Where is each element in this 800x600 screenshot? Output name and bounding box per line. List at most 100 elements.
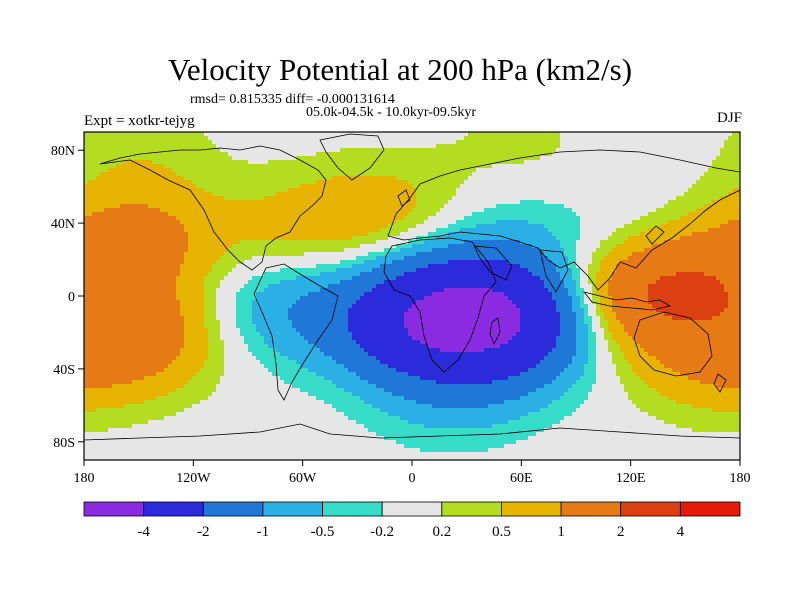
field-cell (552, 144, 557, 149)
field-cell (544, 176, 549, 181)
field-cell (472, 168, 477, 173)
field-cell (288, 132, 293, 137)
field-cell (296, 244, 301, 249)
field-cell (512, 184, 517, 189)
field-cell (288, 156, 293, 161)
field-cell (612, 140, 617, 145)
field-cell (116, 164, 121, 169)
field-cell (400, 184, 405, 189)
field-cell (168, 232, 173, 237)
field-cell (496, 156, 501, 161)
field-cell (232, 236, 237, 241)
field-cell (276, 196, 281, 201)
field-cell (324, 212, 329, 217)
field-cell (188, 184, 193, 189)
field-cell (704, 192, 709, 197)
field-cell (648, 200, 653, 205)
field-cell (712, 192, 717, 197)
field-cell (368, 196, 373, 201)
field-cell (292, 152, 297, 157)
field-cell (696, 220, 701, 225)
field-cell (144, 212, 149, 217)
field-cell (436, 144, 441, 149)
field-cell (388, 144, 393, 149)
field-cell (620, 192, 625, 197)
field-cell (728, 156, 733, 161)
field-cell (192, 136, 197, 141)
field-cell (564, 208, 569, 213)
field-cell (664, 192, 669, 197)
field-cell (96, 152, 101, 157)
field-cell (464, 188, 469, 193)
field-cell (716, 188, 721, 193)
field-cell (732, 192, 737, 197)
field-cell (204, 132, 209, 137)
field-cell (256, 172, 261, 177)
field-cell (480, 152, 485, 157)
field-cell (692, 164, 697, 169)
field-cell (112, 204, 117, 209)
field-cell (332, 224, 337, 229)
field-cell (376, 248, 381, 253)
field-cell (676, 236, 681, 241)
field-cell (732, 172, 737, 177)
field-cell (168, 236, 173, 241)
field-cell (668, 160, 673, 165)
field-cell (88, 252, 93, 257)
field-cell (260, 172, 265, 177)
field-cell (508, 248, 513, 253)
field-cell (172, 144, 177, 149)
field-cell (436, 232, 441, 237)
field-cell (448, 224, 453, 229)
field-cell (96, 200, 101, 205)
field-cell (324, 132, 329, 137)
field-cell (164, 180, 169, 185)
field-cell (284, 240, 289, 245)
field-cell (196, 136, 201, 141)
field-cell (640, 156, 645, 161)
field-cell (256, 252, 261, 257)
field-cell (388, 168, 393, 173)
field-cell (436, 236, 441, 241)
field-cell (672, 152, 677, 157)
field-cell (100, 204, 105, 209)
field-cell (676, 204, 681, 209)
field-cell (508, 236, 513, 241)
field-cell (248, 148, 253, 153)
field-cell (612, 152, 617, 157)
field-cell (700, 164, 705, 169)
field-cell (300, 252, 305, 257)
field-cell (696, 188, 701, 193)
field-cell (452, 164, 457, 169)
field-cell (708, 204, 713, 209)
field-cell (356, 232, 361, 237)
field-cell (508, 180, 513, 185)
field-cell (272, 132, 277, 137)
field-cell (252, 228, 257, 233)
field-cell (708, 196, 713, 201)
field-cell (284, 152, 289, 157)
field-cell (384, 192, 389, 197)
field-cell (108, 212, 113, 217)
field-cell (696, 224, 701, 229)
field-cell (540, 152, 545, 157)
field-cell (648, 248, 653, 253)
field-cell (424, 184, 429, 189)
field-cell (424, 156, 429, 161)
field-cell (668, 244, 673, 249)
field-cell (408, 148, 413, 153)
field-cell (572, 208, 577, 213)
field-cell (420, 204, 425, 209)
field-cell (404, 224, 409, 229)
field-cell (280, 176, 285, 181)
field-cell (228, 152, 233, 157)
field-cell (464, 228, 469, 233)
field-cell (164, 216, 169, 221)
field-cell (504, 176, 509, 181)
field-cell (348, 220, 353, 225)
field-cell (376, 164, 381, 169)
field-cell (136, 248, 141, 253)
field-cell (112, 248, 117, 253)
field-cell (580, 140, 585, 145)
field-cell (596, 240, 601, 245)
